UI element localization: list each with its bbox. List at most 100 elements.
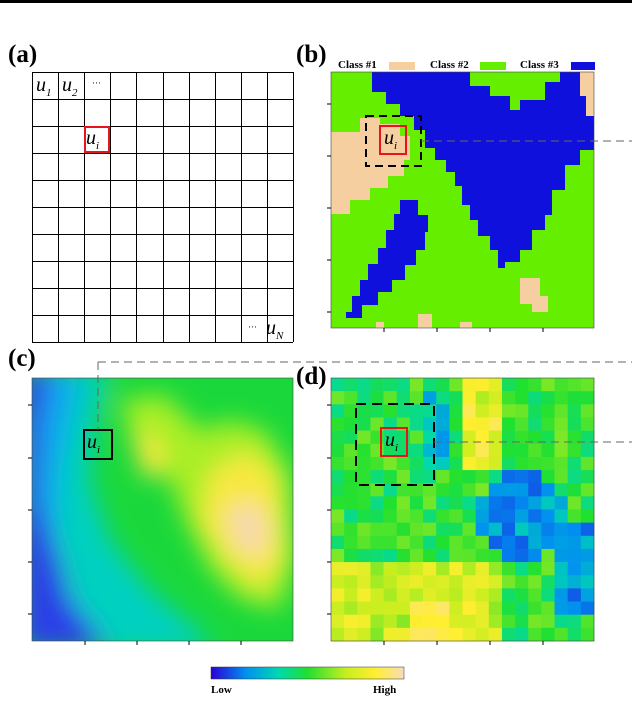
pixel-cell xyxy=(383,614,398,629)
grid-line-horizontal xyxy=(32,207,293,208)
pixel-cell xyxy=(423,601,437,615)
pixel-cell xyxy=(567,496,582,510)
pixel-cell xyxy=(370,627,384,642)
pixel-cell xyxy=(344,601,358,615)
pixel-cell xyxy=(554,614,568,629)
pixel-cell xyxy=(344,509,358,523)
pixel-cell xyxy=(580,391,595,405)
pixel-cell xyxy=(344,483,358,497)
pixel-cell xyxy=(396,430,411,445)
pixel-cell xyxy=(475,483,490,497)
pixel-cell xyxy=(567,575,582,589)
pixel-cell xyxy=(541,443,555,458)
pixel-cell xyxy=(396,535,411,550)
pixel-cell xyxy=(409,509,424,523)
pixel-cell xyxy=(396,588,411,602)
pixel-cell xyxy=(370,588,384,602)
pixel-cell xyxy=(567,548,582,563)
pixel-cell xyxy=(475,562,490,576)
pixel-cell xyxy=(580,548,595,563)
pixel-cell xyxy=(541,391,555,405)
pixel-cell xyxy=(383,601,398,615)
pixel-cell xyxy=(528,443,542,458)
pixel-cell xyxy=(436,627,450,642)
pixel-cell xyxy=(462,378,476,392)
pixel-cell xyxy=(396,548,411,563)
pixel-cell xyxy=(501,470,516,484)
pixel-cell xyxy=(554,456,568,471)
pixel-cell xyxy=(331,443,345,458)
pixel-cell xyxy=(396,575,411,589)
pixel-cell xyxy=(449,496,463,510)
pixel-cell xyxy=(567,404,582,418)
pixel-cell xyxy=(331,614,345,629)
pixel-cell xyxy=(423,378,437,392)
pixel-cell xyxy=(462,404,476,418)
pixel-cell xyxy=(475,456,490,471)
grid-line-horizontal xyxy=(32,261,293,262)
pixel-cell xyxy=(344,588,358,602)
pixel-cell xyxy=(396,378,411,392)
pixel-cell xyxy=(449,535,463,550)
pixel-cell xyxy=(423,522,437,537)
pixel-cell xyxy=(501,601,516,615)
pixel-cell xyxy=(515,522,529,537)
pixel-cell xyxy=(580,535,595,550)
pixel-cell xyxy=(554,483,568,497)
pixel-cell xyxy=(357,378,371,392)
pixel-cell xyxy=(515,391,529,405)
pixel-cell xyxy=(567,614,582,629)
pixel-cell xyxy=(357,575,371,589)
pixel-cell xyxy=(501,522,516,537)
class-map-regions xyxy=(331,72,594,328)
pixel-cell xyxy=(475,575,490,589)
pixel-cell xyxy=(541,470,555,484)
pixel-cell xyxy=(541,378,555,392)
pixel-cell xyxy=(580,588,595,602)
grid-label-u1: u1 xyxy=(36,74,52,99)
pixel-cell xyxy=(462,391,476,405)
pixel-cell xyxy=(488,575,503,589)
pixel-cell xyxy=(357,627,371,642)
class1-region-bottom-right xyxy=(520,278,548,312)
class1-region-main xyxy=(331,118,410,214)
pixel-cell xyxy=(475,601,490,615)
pixel-cell xyxy=(541,509,555,523)
pixel-cell xyxy=(580,470,595,484)
pixel-cell xyxy=(501,575,516,589)
pixel-cell xyxy=(423,391,437,405)
pixel-cell xyxy=(331,575,345,589)
pixel-cell xyxy=(501,483,516,497)
panel-label-a: (a) xyxy=(8,41,38,68)
pixel-cell xyxy=(515,470,529,484)
map-label-ui-b: ui xyxy=(384,127,398,152)
pixel-cell xyxy=(462,496,476,510)
pixel-cell xyxy=(409,614,424,629)
pixel-cell xyxy=(475,535,490,550)
pixel-cell xyxy=(554,548,568,563)
pixel-cell xyxy=(462,430,476,445)
pixel-cell xyxy=(436,522,450,537)
pixel-cell xyxy=(383,509,398,523)
pixel-cell xyxy=(383,535,398,550)
pixel-cell xyxy=(449,588,463,602)
pixel-cell xyxy=(449,470,463,484)
pixel-cell xyxy=(554,417,568,431)
pixel-cell xyxy=(344,417,358,431)
pixel-cell xyxy=(462,548,476,563)
pixel-cell xyxy=(370,562,384,576)
pixel-cell xyxy=(580,601,595,615)
pixel-cell xyxy=(344,614,358,629)
pixel-cell xyxy=(409,627,424,642)
pixel-cell xyxy=(541,601,555,615)
pixel-cell xyxy=(554,404,568,418)
pixel-cell xyxy=(383,470,398,484)
colorbar-low-label: Low xyxy=(211,684,232,696)
pixel-cell xyxy=(580,522,595,537)
pixel-cell xyxy=(488,404,503,418)
pixel-cell xyxy=(423,535,437,550)
pixel-cell xyxy=(331,509,345,523)
pixel-cell xyxy=(357,522,371,537)
pixel-cell xyxy=(370,404,384,418)
pixel-cell xyxy=(528,496,542,510)
